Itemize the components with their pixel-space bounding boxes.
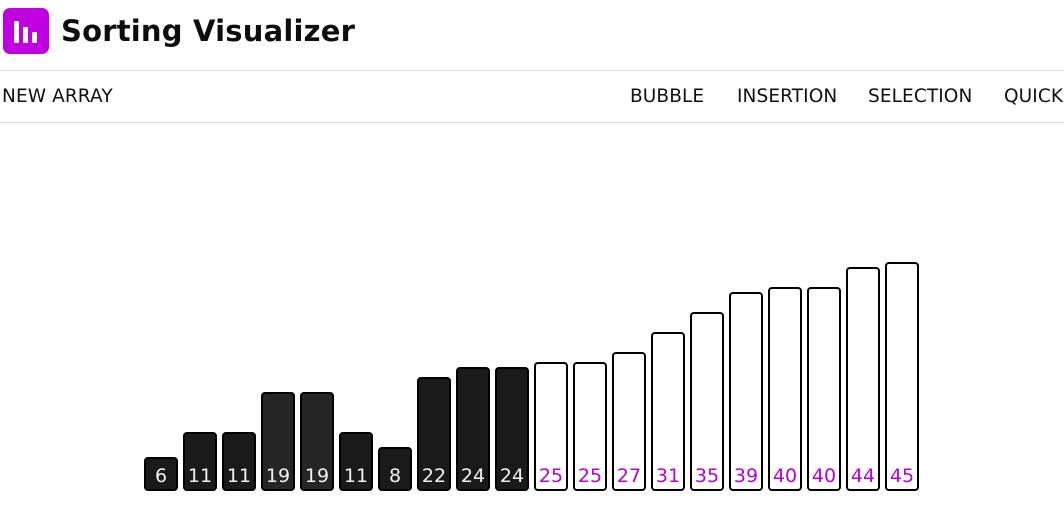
array-bar-value: 39 (733, 465, 759, 487)
array-bar-value: 25 (577, 465, 603, 487)
toolbar: NEW ARRAY BUBBLE INSERTION SELECTION QUI… (0, 71, 1064, 123)
array-bar-value: 22 (421, 465, 447, 487)
array-bar: 24 (495, 367, 529, 491)
quick-sort-button[interactable]: QUICK (1004, 86, 1064, 107)
new-array-button[interactable]: NEW ARRAY (2, 86, 113, 107)
array-bar-value: 40 (772, 465, 798, 487)
array-bar: 40 (807, 287, 841, 491)
array-bar-value: 8 (388, 465, 402, 487)
array-bar: 25 (573, 362, 607, 491)
array-bar: 22 (417, 377, 451, 491)
array-bar: 27 (612, 352, 646, 491)
app-title: Sorting Visualizer (61, 14, 356, 48)
array-bar: 45 (885, 262, 919, 491)
array-bar: 11 (183, 432, 217, 491)
array-bar: 11 (339, 432, 373, 491)
bar-chart-icon (3, 8, 49, 54)
array-bar: 11 (222, 432, 256, 491)
array-bar-value: 24 (460, 465, 486, 487)
array-bar-value: 6 (154, 465, 168, 487)
array-bar-value: 31 (655, 465, 681, 487)
array-bar-value: 24 (499, 465, 525, 487)
app-header: Sorting Visualizer (0, 0, 1064, 71)
array-bar-value: 27 (616, 465, 642, 487)
array-bar-value: 25 (538, 465, 564, 487)
array-bar: 8 (378, 447, 412, 491)
array-bar-value: 35 (694, 465, 720, 487)
array-bar: 31 (651, 332, 685, 491)
array-bar-value: 44 (850, 465, 876, 487)
array-bar-value: 45 (889, 465, 915, 487)
array-bar: 40 (768, 287, 802, 491)
array-bars-container: 6 11 11 19 19 11 8 22 24 24 25 25 27 31 35 39 40 40 44 45 (0, 123, 1064, 510)
array-bar: 24 (456, 367, 490, 491)
array-bar-value: 40 (811, 465, 837, 487)
array-bar-value: 11 (343, 465, 369, 487)
array-bar: 6 (144, 457, 178, 491)
array-bar: 25 (534, 362, 568, 491)
array-bar-value: 11 (226, 465, 252, 487)
array-bar: 44 (846, 267, 880, 491)
bubble-sort-button[interactable]: BUBBLE (630, 86, 705, 107)
array-bar: 35 (690, 312, 724, 491)
array-bar: 39 (729, 292, 763, 491)
array-bar-value: 19 (265, 465, 291, 487)
array-bar-value: 19 (304, 465, 330, 487)
array-bar: 19 (300, 392, 334, 491)
array-bar: 19 (261, 392, 295, 491)
insertion-sort-button[interactable]: INSERTION (737, 86, 838, 107)
array-bar-value: 11 (187, 465, 213, 487)
selection-sort-button[interactable]: SELECTION (868, 86, 973, 107)
